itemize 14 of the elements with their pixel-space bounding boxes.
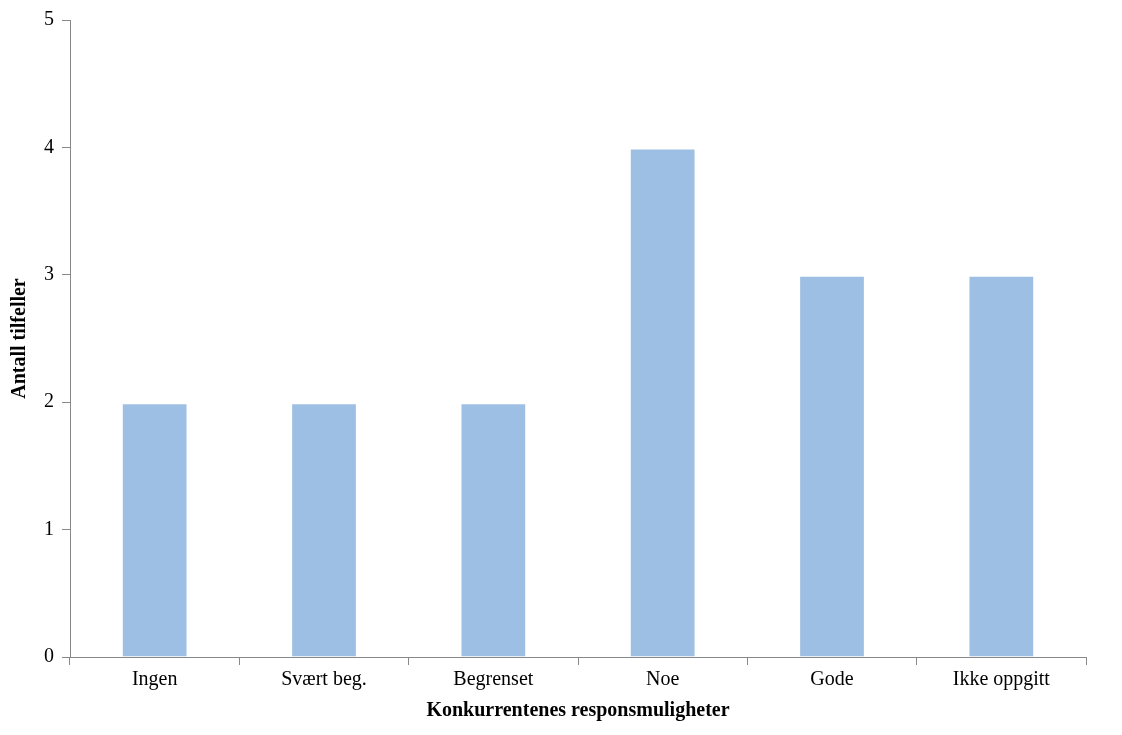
y-tick-label: 2 bbox=[44, 389, 54, 412]
x-axis-title: Konkurrentenes responsmuligheter bbox=[426, 698, 730, 722]
y-tick-label: 3 bbox=[44, 262, 54, 285]
x-tick-label: Noe bbox=[646, 667, 680, 690]
y-tick-label: 0 bbox=[44, 644, 54, 667]
y-tick-label: 1 bbox=[44, 516, 54, 539]
x-tick-label: Svært beg. bbox=[281, 667, 367, 691]
y-tick-label: 5 bbox=[44, 7, 54, 30]
y-axis-title: Antall tilfeller bbox=[7, 278, 30, 399]
x-tick-label: Ingen bbox=[131, 667, 178, 691]
y-tick-label: 4 bbox=[44, 134, 54, 157]
x-tick-label: Begrenset bbox=[453, 667, 534, 691]
x-tick-label: Gode bbox=[810, 667, 854, 690]
x-tick-label: Ikke oppgitt bbox=[952, 667, 1051, 691]
